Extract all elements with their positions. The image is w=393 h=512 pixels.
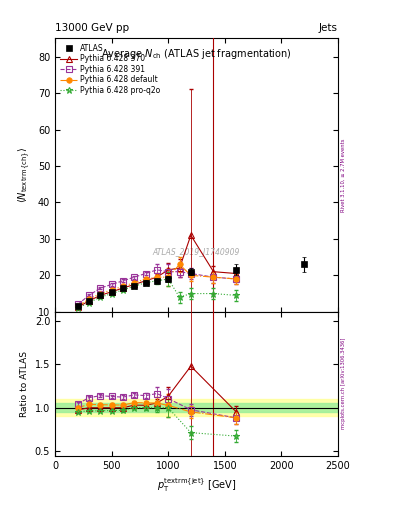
Y-axis label: $\langle N_{\rm textrm\{ch\}}\rangle$: $\langle N_{\rm textrm\{ch\}}\rangle$ [17,147,32,203]
Bar [55,403,338,412]
Text: Average $N_{\rm ch}$ (ATLAS jet fragmentation): Average $N_{\rm ch}$ (ATLAS jet fragment… [101,47,292,60]
Text: mcplots.cern.ch [arXiv:1306.3436]: mcplots.cern.ch [arXiv:1306.3436] [341,338,346,430]
Text: ATLAS_2019_I1740909: ATLAS_2019_I1740909 [153,247,240,256]
Legend: ATLAS, Pythia 6.428 370, Pythia 6.428 391, Pythia 6.428 default, Pythia 6.428 pr: ATLAS, Pythia 6.428 370, Pythia 6.428 39… [59,42,162,96]
X-axis label: $p_{\rm T}^{\rm textrm\{jet\}}$ [GeV]: $p_{\rm T}^{\rm textrm\{jet\}}$ [GeV] [157,476,236,494]
Bar [55,399,338,416]
Y-axis label: Ratio to ATLAS: Ratio to ATLAS [20,351,29,417]
Text: 13000 GeV pp: 13000 GeV pp [55,23,129,33]
Text: Rivet 3.1.10, ≥ 2.7M events: Rivet 3.1.10, ≥ 2.7M events [341,138,346,212]
Text: Jets: Jets [319,23,338,33]
